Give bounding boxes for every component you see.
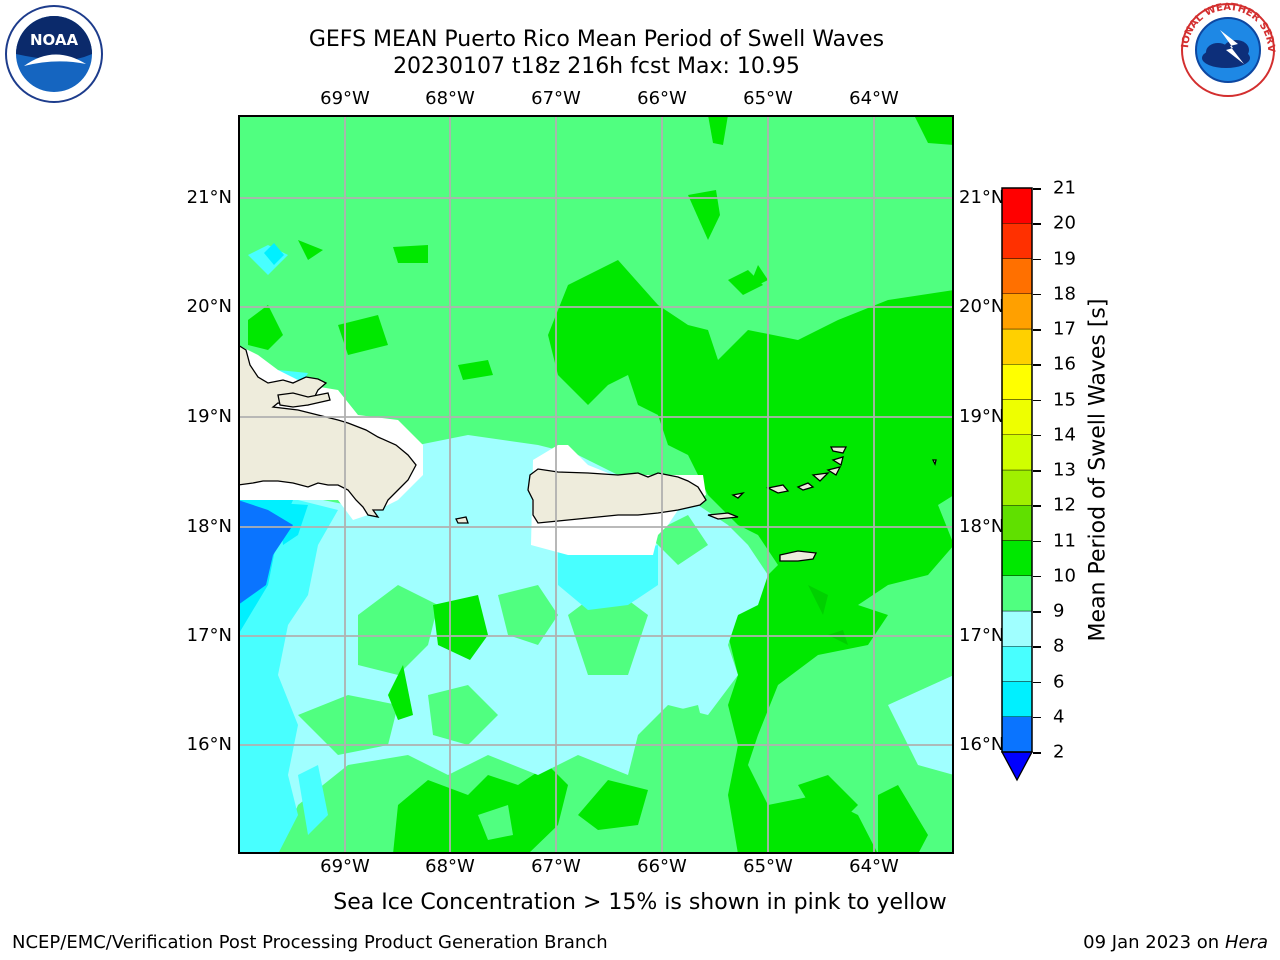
lon-label-bottom: 64°W [849, 856, 899, 877]
colorbar-box [1001, 575, 1033, 612]
lon-label-top: 68°W [425, 88, 475, 109]
colorbar-box [1001, 293, 1033, 330]
colorbar-tick [1033, 329, 1041, 331]
sea-ice-note: Sea Ice Concentration > 15% is shown in … [333, 890, 947, 915]
colorbar-tick-label: 12 [1053, 494, 1076, 516]
colorbar-tick [1033, 399, 1041, 401]
colorbar-tick [1033, 611, 1041, 613]
colorbar-box [1001, 505, 1033, 541]
lon-label-top: 65°W [743, 88, 793, 109]
lon-label-top: 69°W [320, 88, 370, 109]
colorbar-tick-label: 6 [1053, 671, 1065, 692]
lat-label-right: 17°N [959, 625, 1005, 646]
colorbar-tick-label: 13 [1053, 459, 1076, 481]
colorbar-box [1001, 328, 1033, 365]
colorbar-tick [1033, 434, 1041, 437]
lon-label-bottom: 65°W [743, 856, 793, 877]
colorbar-tick [1033, 752, 1041, 754]
chart-title: GEFS MEAN Puerto Rico Mean Period of Swe… [308, 27, 885, 52]
nws-logo: NATIONAL WEATHER SERVICE [1178, 0, 1276, 97]
lon-label-bottom: 68°W [425, 856, 475, 877]
land [238, 344, 937, 562]
colorbar-tick [1033, 505, 1041, 507]
colorbar-tick-label: 8 [1053, 635, 1065, 657]
contour-9-10-patch [298, 515, 708, 840]
colorbar-tick-label: 15 [1053, 389, 1076, 410]
noaa-logo-text: NOAA [30, 31, 79, 49]
noaa-logo: NOAA [5, 5, 103, 103]
contour-11-12 [808, 585, 848, 645]
graticule [238, 115, 954, 854]
lat-label-left: 16°N [186, 734, 232, 755]
colorbar-tick-label: 4 [1053, 706, 1065, 728]
lat-label-right: 21°N [959, 187, 1005, 208]
lat-label-right: 18°N [959, 516, 1005, 537]
colorbar-box [1001, 399, 1033, 435]
colorbar-box [1001, 258, 1033, 294]
lat-label-left: 19°N [186, 406, 232, 427]
colorbar-tick [1033, 575, 1041, 578]
colorbar-box [1001, 187, 1033, 224]
colorbar-box [1001, 364, 1033, 400]
colorbar-tick [1033, 646, 1041, 648]
lon-label-top: 66°W [637, 88, 687, 109]
contour-10-11-patch [388, 595, 488, 720]
colorbar-tick [1033, 540, 1041, 542]
lat-label-right: 19°N [959, 406, 1005, 427]
colorbar-box [1001, 469, 1033, 506]
colorbar-tick [1033, 223, 1041, 225]
footer-date: 09 Jan 2023 on Hera [1083, 932, 1268, 953]
colorbar-tick [1033, 364, 1041, 366]
colorbar-box [1001, 540, 1033, 576]
colorbar-tick-label: 16 [1053, 353, 1076, 375]
lon-label-bottom: 69°W [320, 856, 370, 877]
lon-label-bottom: 67°W [531, 856, 581, 877]
colorbar-tick-label: 2 [1053, 741, 1065, 763]
colorbar-tick [1033, 188, 1041, 190]
map-frame [238, 115, 954, 854]
colorbar-frame [1001, 187, 1033, 753]
lat-label-left: 20°N [186, 296, 232, 317]
lat-label-left: 21°N [186, 187, 232, 208]
colorbar-tick [1033, 470, 1041, 472]
colorbar-box [1001, 610, 1033, 647]
colorbar-box [1001, 223, 1033, 259]
colorbar-title: Mean Period of Swell Waves [s] [1085, 298, 1111, 642]
colorbar-tick-label: 21 [1053, 177, 1076, 199]
lon-label-bottom: 66°W [637, 856, 687, 877]
footer-credit: NCEP/EMC/Verification Post Processing Pr… [12, 932, 608, 953]
colorbar-tick [1033, 681, 1041, 683]
lon-label-top: 64°W [849, 88, 899, 109]
colorbar-extend-arrow [1000, 751, 1034, 782]
colorbar-tick-label: 18 [1053, 283, 1076, 305]
swell-period-map [238, 115, 954, 854]
lon-label-top: 67°W [531, 88, 581, 109]
lat-label-right: 16°N [959, 734, 1005, 755]
colorbar-box [1001, 646, 1033, 682]
footer-date-text: 09 Jan 2023 on [1083, 932, 1220, 953]
lat-label-left: 18°N [186, 516, 232, 537]
colorbar-box [1001, 434, 1033, 471]
footer-machine: Hera [1224, 932, 1268, 953]
colorbar-box [1001, 681, 1033, 717]
colorbar-tick-label: 10 [1053, 565, 1076, 587]
colorbar-box [1001, 716, 1033, 753]
colorbar-tick-label: 19 [1053, 248, 1076, 269]
colorbar-tick-label: 11 [1053, 530, 1076, 551]
colorbar [1000, 187, 1034, 782]
lat-label-right: 20°N [959, 296, 1005, 317]
chart-subtitle: 20230107 t18z 216h fcst Max: 10.95 [393, 54, 800, 79]
colorbar-tick-label: 9 [1053, 600, 1065, 622]
colorbar-tick [1033, 716, 1041, 719]
lat-label-left: 17°N [186, 625, 232, 646]
colorbar-tick-label: 20 [1053, 212, 1076, 234]
colorbar-tick-label: 17 [1053, 318, 1076, 340]
colorbar-tick-label: 14 [1053, 424, 1076, 446]
colorbar-tick [1033, 258, 1041, 260]
colorbar-tick [1033, 293, 1041, 296]
